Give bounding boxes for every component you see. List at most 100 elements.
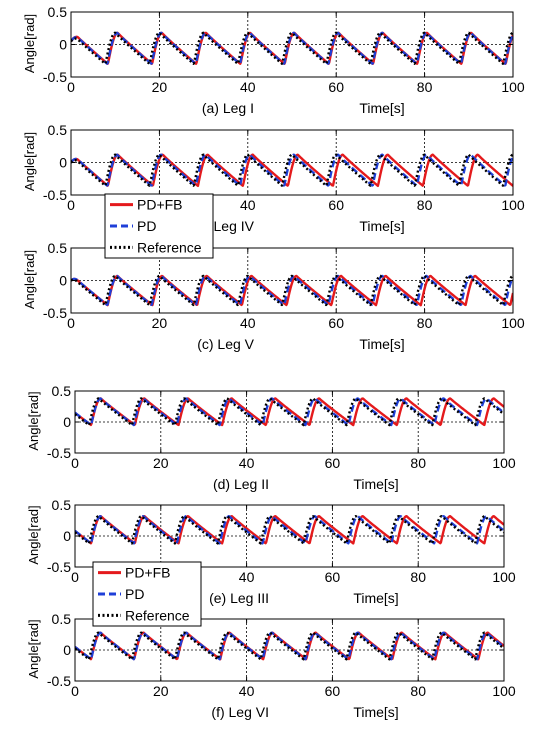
series-line-pdfb	[71, 153, 513, 188]
x-tick-label: 40	[240, 79, 256, 95]
legend-label-pd: PD	[125, 586, 144, 602]
grid-lines	[75, 505, 504, 567]
y-tick-label: 0.5	[48, 240, 68, 256]
series-line-pdfb	[71, 274, 513, 307]
x-tick-label: 40	[239, 455, 255, 471]
panel-caption: (a) Leg I	[202, 100, 254, 116]
x-tick-label: 60	[325, 569, 341, 585]
x-tick-label: 0	[71, 455, 79, 471]
series-line-reference	[75, 631, 504, 661]
x-tick-label: 0	[67, 197, 75, 213]
series-line-pd	[71, 153, 513, 187]
x-tick-label: 20	[152, 79, 168, 95]
x-axis-label: Time[s]	[353, 704, 398, 720]
x-tick-label: 40	[240, 315, 256, 331]
series-line-reference	[71, 31, 513, 65]
x-tick-label: 20	[153, 455, 169, 471]
panel-caption: (e) Leg III	[209, 590, 269, 606]
y-tick-label: 0	[63, 414, 71, 430]
x-tick-label: 40	[240, 197, 256, 213]
legend-label-reference: Reference	[125, 607, 190, 623]
x-tick-label: 60	[328, 315, 344, 331]
y-tick-label: 0.5	[52, 497, 72, 513]
series-group	[71, 31, 513, 65]
x-tick-label: 40	[239, 569, 255, 585]
legend-label-pdfb: PD+FB	[125, 565, 171, 581]
panel-caption: (f) Leg VI	[211, 704, 269, 720]
x-tick-label: 60	[325, 455, 341, 471]
x-tick-label: 80	[410, 455, 426, 471]
panel-caption: (d) Leg II	[213, 476, 269, 492]
x-tick-label: 80	[417, 315, 433, 331]
y-axis-label: Angle[rad]	[22, 14, 37, 73]
series-group	[75, 397, 504, 427]
x-tick-label: 100	[501, 79, 525, 95]
x-tick-label: 80	[417, 197, 433, 213]
x-tick-label: 0	[67, 79, 75, 95]
y-tick-label: -0.5	[43, 69, 67, 85]
y-tick-label: 0	[59, 273, 67, 289]
x-tick-label: 60	[328, 197, 344, 213]
series-group	[75, 514, 504, 545]
x-tick-label: 80	[410, 683, 426, 699]
legend-bottom: PD+FB PD Reference	[92, 561, 202, 627]
legend-label-pd: PD	[137, 218, 156, 234]
y-tick-label: 0.5	[48, 4, 68, 20]
x-tick-label: 100	[501, 315, 525, 331]
x-tick-label: 80	[417, 79, 433, 95]
x-tick-label: 0	[67, 315, 75, 331]
y-tick-label: -0.5	[43, 305, 67, 321]
x-tick-label: 40	[239, 683, 255, 699]
series-line-reference	[75, 515, 504, 545]
legend-label-pdfb: PD+FB	[137, 197, 183, 213]
y-tick-label: -0.5	[43, 187, 67, 203]
grid-lines	[75, 391, 504, 453]
x-tick-label: 60	[328, 79, 344, 95]
x-tick-label: 20	[152, 315, 168, 331]
y-tick-label: -0.5	[47, 559, 71, 575]
y-tick-label: 0	[59, 37, 67, 53]
series-line-reference	[71, 153, 513, 187]
grid-lines	[71, 130, 513, 195]
series-line-reference	[75, 397, 504, 427]
y-axis-label: Angle[rad]	[22, 250, 37, 309]
series-line-reference	[71, 274, 513, 307]
panel-caption: (c) Leg V	[197, 336, 254, 352]
series-group	[75, 631, 504, 661]
y-tick-label: 0	[63, 528, 71, 544]
y-axis-label: Angle[rad]	[26, 391, 41, 450]
y-axis-label: Angle[rad]	[26, 505, 41, 564]
y-tick-label: -0.5	[47, 445, 71, 461]
series-line-pd	[71, 274, 513, 307]
y-axis-label: Angle[rad]	[22, 132, 37, 191]
x-tick-label: 0	[71, 683, 79, 699]
grid-lines	[71, 12, 513, 77]
y-tick-label: 0	[59, 155, 67, 171]
series-line-pd	[71, 31, 513, 65]
x-axis-label: Time[s]	[359, 100, 404, 116]
x-tick-label: 20	[153, 683, 169, 699]
x-tick-label: 100	[501, 197, 525, 213]
y-tick-label: 0	[63, 642, 71, 658]
x-axis-label: Time[s]	[353, 476, 398, 492]
y-tick-label: -0.5	[47, 673, 71, 689]
y-tick-label: 0.5	[52, 611, 72, 627]
x-axis-label: Time[s]	[359, 336, 404, 352]
x-tick-label: 100	[492, 455, 516, 471]
x-axis-label: Time[s]	[359, 218, 404, 234]
x-axis-label: Time[s]	[353, 590, 398, 606]
x-tick-label: 100	[492, 569, 516, 585]
series-line-pdfb	[71, 31, 513, 65]
x-tick-label: 80	[410, 569, 426, 585]
legend-label-reference: Reference	[137, 239, 202, 255]
y-tick-label: 0.5	[48, 122, 68, 138]
x-tick-label: 0	[71, 569, 79, 585]
legend-top: PD+FB PD Reference	[104, 193, 214, 259]
y-axis-label: Angle[rad]	[26, 619, 41, 678]
